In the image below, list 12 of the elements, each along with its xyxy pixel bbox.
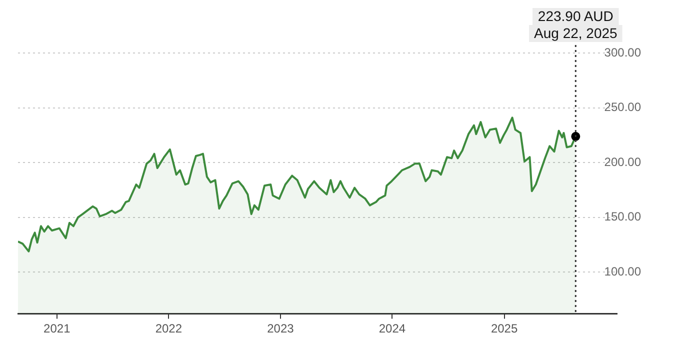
- y-tick-label: 250.00: [604, 100, 642, 114]
- x-tick-label: 2023: [267, 321, 294, 336]
- x-tick-label: 2025: [490, 321, 518, 336]
- x-tick-label: 2021: [44, 321, 71, 336]
- y-tick-label: 200.00: [604, 154, 642, 169]
- y-tick-label: 300.00: [604, 45, 642, 60]
- y-tick-label: 150.00: [604, 210, 642, 224]
- x-tick-label: 2022: [155, 321, 182, 336]
- text: Aug 22, 2025: [534, 24, 618, 41]
- x-tick-label: 2024: [378, 321, 406, 336]
- y-tick-label: 100.00: [604, 264, 642, 278]
- text: 223.90 AUD: [538, 8, 614, 24]
